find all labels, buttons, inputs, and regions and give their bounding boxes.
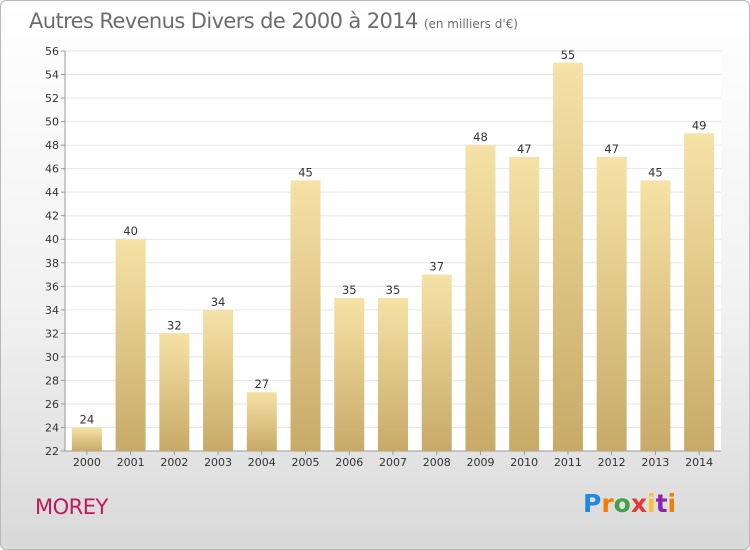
logo-letter: i bbox=[647, 489, 656, 518]
y-tick-label: 38 bbox=[45, 257, 59, 270]
y-tick-label: 24 bbox=[45, 421, 59, 434]
x-tick-label: 2003 bbox=[204, 456, 232, 469]
x-tick-label: 2011 bbox=[554, 456, 582, 469]
bar bbox=[640, 180, 671, 452]
bar bbox=[509, 156, 540, 451]
bar-value-label: 35 bbox=[342, 283, 357, 297]
chart-subtitle: (en milliers d'€) bbox=[423, 17, 518, 31]
chart-title: Autres Revenus Divers de 2000 à 2014 (en … bbox=[29, 9, 518, 33]
bar-value-label: 24 bbox=[80, 412, 95, 426]
bar bbox=[421, 274, 452, 451]
commune-name: MOREY bbox=[35, 495, 108, 519]
bar-value-label: 32 bbox=[167, 318, 182, 332]
bar-value-label: 35 bbox=[386, 283, 401, 297]
x-tick-label: 2009 bbox=[466, 456, 494, 469]
logo-letter: x bbox=[630, 489, 647, 518]
x-tick-label: 2008 bbox=[423, 456, 451, 469]
logo-letter: r bbox=[601, 489, 614, 518]
y-tick-label: 28 bbox=[45, 374, 59, 387]
bar-value-label: 40 bbox=[123, 224, 138, 238]
y-tick-label: 52 bbox=[45, 92, 59, 105]
bar bbox=[290, 180, 321, 452]
y-tick-label: 50 bbox=[45, 116, 59, 129]
y-tick-label: 54 bbox=[45, 69, 59, 82]
y-tick-label: 48 bbox=[45, 139, 59, 152]
x-tick-label: 2005 bbox=[292, 456, 320, 469]
x-tick-label: 2001 bbox=[117, 456, 145, 469]
bar-value-label: 55 bbox=[561, 48, 576, 62]
bar-value-label: 49 bbox=[692, 118, 707, 132]
bar bbox=[596, 156, 627, 451]
y-tick-label: 22 bbox=[45, 445, 59, 458]
bar bbox=[159, 333, 190, 451]
logo-letter: P bbox=[583, 489, 602, 518]
bar bbox=[552, 62, 583, 451]
y-tick-label: 36 bbox=[45, 280, 59, 293]
bar-value-label: 47 bbox=[604, 142, 619, 156]
x-tick-label: 2013 bbox=[641, 456, 669, 469]
x-tick-label: 2000 bbox=[73, 456, 101, 469]
bar-value-label: 48 bbox=[473, 130, 488, 144]
y-tick-label: 26 bbox=[45, 398, 59, 411]
y-tick-label: 56 bbox=[45, 45, 59, 58]
bar-value-label: 45 bbox=[298, 165, 313, 179]
logo-letter: o bbox=[613, 489, 631, 518]
y-tick-label: 42 bbox=[45, 210, 59, 223]
x-tick-label: 2010 bbox=[510, 456, 538, 469]
logo-letter: i bbox=[667, 489, 677, 518]
y-tick-label: 34 bbox=[45, 304, 59, 317]
bar bbox=[465, 145, 496, 451]
bar-value-label: 34 bbox=[211, 295, 226, 309]
y-tick-label: 32 bbox=[45, 327, 59, 340]
y-tick-label: 46 bbox=[45, 163, 59, 176]
bar bbox=[203, 309, 234, 451]
logo-letter: t bbox=[655, 489, 668, 518]
bar bbox=[71, 427, 102, 451]
bar bbox=[334, 298, 365, 451]
bar bbox=[378, 298, 408, 451]
chart-title-text: Autres Revenus Divers de 2000 à 2014 bbox=[29, 9, 418, 33]
bar-value-label: 45 bbox=[648, 165, 663, 179]
y-tick-label: 30 bbox=[45, 351, 59, 364]
y-tick-label: 40 bbox=[45, 233, 59, 246]
x-tick-label: 2012 bbox=[598, 456, 626, 469]
bar-value-label: 27 bbox=[254, 377, 269, 391]
x-tick-label: 2006 bbox=[335, 456, 363, 469]
proxiti-logo: Proxiti bbox=[583, 489, 676, 518]
y-tick-label: 44 bbox=[45, 186, 59, 199]
bar bbox=[684, 133, 715, 451]
x-tick-label: 2014 bbox=[685, 456, 713, 469]
x-tick-label: 2004 bbox=[248, 456, 276, 469]
bar-value-label: 47 bbox=[517, 142, 532, 156]
bar-value-label: 37 bbox=[429, 260, 444, 274]
x-tick-label: 2007 bbox=[379, 456, 407, 469]
x-tick-label: 2002 bbox=[160, 456, 188, 469]
bar bbox=[246, 392, 277, 451]
bar bbox=[115, 239, 146, 451]
